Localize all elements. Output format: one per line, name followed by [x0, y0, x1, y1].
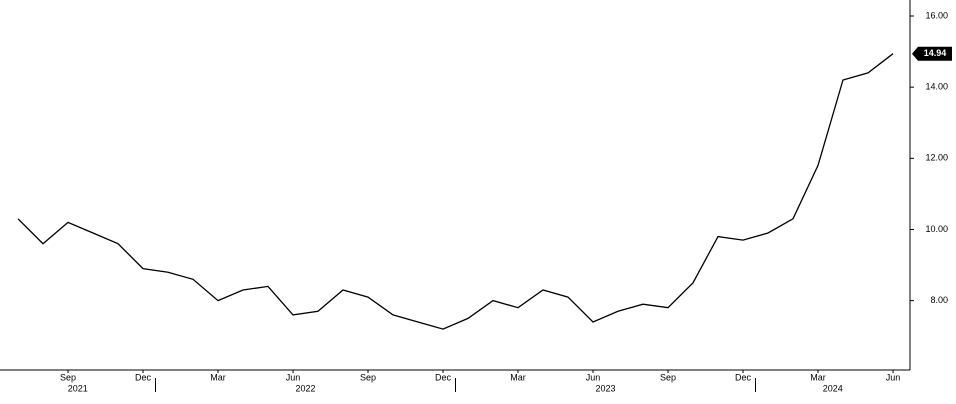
x-tick-label: Sep — [660, 372, 676, 382]
year-label: 2022 — [295, 383, 315, 393]
year-label: 2021 — [68, 383, 88, 393]
x-tick-label: Mar — [810, 372, 826, 382]
x-tick-label: Dec — [735, 372, 752, 382]
x-tick-label: Mar — [510, 372, 526, 382]
y-tick-label: 8.00 — [930, 295, 948, 305]
y-tick-label: 10.00 — [925, 224, 948, 234]
y-tick-label: 16.00 — [925, 10, 948, 20]
y-tick-label: 14.00 — [925, 82, 948, 92]
last-value-box — [912, 46, 952, 61]
x-tick-label: Jun — [286, 372, 301, 382]
year-label: 2024 — [823, 383, 843, 393]
x-tick-label: Mar — [210, 372, 226, 382]
x-tick-label: Dec — [135, 372, 152, 382]
price-line — [17, 53, 894, 330]
x-tick-label: Dec — [435, 372, 452, 382]
x-tick-label: Sep — [360, 372, 376, 382]
y-tick-label: 12.00 — [925, 153, 948, 163]
last-value-label: 14.94 — [924, 48, 947, 58]
year-label: 2023 — [595, 383, 615, 393]
x-tick-label: Jun — [886, 372, 901, 382]
x-tick-label: Sep — [60, 372, 76, 382]
x-tick-label: Jun — [586, 372, 601, 382]
